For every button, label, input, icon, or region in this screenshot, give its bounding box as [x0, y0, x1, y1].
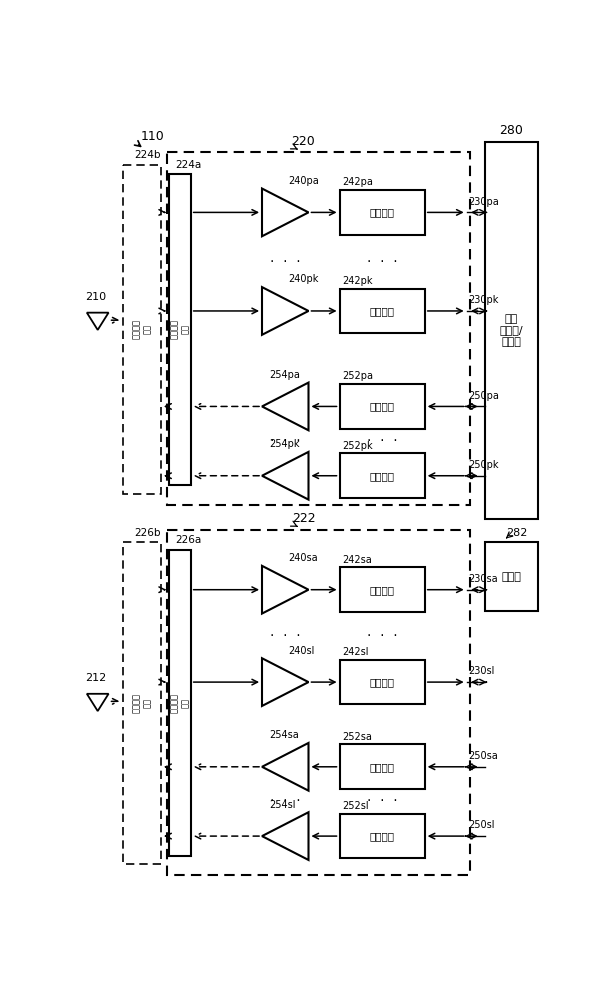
Text: 254sa: 254sa [270, 730, 300, 740]
Text: 250pk: 250pk [468, 460, 499, 470]
Text: 240pk: 240pk [288, 274, 319, 284]
Text: 252sa: 252sa [342, 732, 373, 742]
Polygon shape [262, 812, 308, 860]
Text: 接收电路: 接收电路 [370, 207, 395, 217]
Text: 接收电路: 接收电路 [370, 306, 395, 316]
Text: 212: 212 [86, 673, 107, 683]
Polygon shape [262, 658, 308, 706]
Text: 230sa: 230sa [468, 574, 498, 584]
Bar [339, 289, 425, 333]
Text: 242pk: 242pk [342, 276, 373, 286]
Text: ·  ·  ·: · · · [270, 434, 300, 448]
Bar [339, 453, 425, 498]
Text: 280: 280 [500, 124, 523, 137]
Text: 242sa: 242sa [342, 555, 372, 565]
Text: 存储器: 存储器 [502, 572, 522, 582]
Text: 240sl: 240sl [288, 646, 315, 656]
Text: 250sa: 250sa [468, 751, 498, 761]
Bar [339, 744, 425, 789]
Bar [339, 384, 425, 429]
Text: 250pa: 250pa [468, 391, 499, 401]
Polygon shape [87, 313, 109, 330]
Bar [339, 190, 425, 235]
Text: 254pk: 254pk [270, 439, 300, 449]
Text: 230pa: 230pa [468, 197, 499, 207]
Text: 230pk: 230pk [468, 295, 499, 305]
Text: 210: 210 [86, 292, 107, 302]
Text: 252pa: 252pa [342, 371, 373, 381]
Bar [122, 165, 161, 494]
Polygon shape [262, 383, 308, 430]
Text: 282: 282 [506, 528, 528, 538]
Bar [169, 550, 191, 856]
Text: 240sa: 240sa [288, 553, 318, 563]
Text: 250sl: 250sl [468, 820, 495, 830]
Bar [339, 660, 425, 704]
Bar [485, 542, 538, 611]
Bar [485, 142, 538, 519]
Text: ·  ·  ·: · · · [270, 255, 300, 269]
Bar [169, 174, 191, 485]
Bar [339, 567, 425, 612]
Polygon shape [262, 743, 308, 791]
Polygon shape [262, 452, 308, 500]
Polygon shape [87, 694, 109, 711]
Bar [167, 152, 470, 505]
Text: 发射电路: 发射电路 [370, 762, 395, 772]
Text: 222: 222 [292, 512, 316, 525]
Text: 254sl: 254sl [270, 800, 296, 810]
Polygon shape [262, 189, 308, 236]
Text: 接收电路: 接收电路 [370, 677, 395, 687]
Text: 天线接口
电路: 天线接口 电路 [132, 693, 151, 713]
Text: 252pk: 252pk [342, 441, 373, 451]
Polygon shape [262, 287, 308, 335]
Text: ·  ·  ·: · · · [367, 629, 398, 643]
Text: 224b: 224b [134, 150, 161, 160]
Text: 226b: 226b [134, 528, 161, 538]
Text: 天线接口
电路: 天线接口 电路 [170, 319, 190, 339]
Text: 224a: 224a [176, 160, 202, 170]
Text: 220: 220 [292, 135, 316, 148]
Text: 242pa: 242pa [342, 177, 373, 187]
Text: 240pa: 240pa [288, 176, 319, 186]
Text: 226a: 226a [176, 535, 202, 545]
Text: 252sl: 252sl [342, 801, 369, 811]
Text: 天线接口
电路: 天线接口 电路 [132, 319, 151, 339]
Text: ·  ·  ·: · · · [270, 794, 300, 808]
Text: ·  ·  ·: · · · [367, 794, 398, 808]
Text: ·  ·  ·: · · · [270, 629, 300, 643]
Text: 发射电路: 发射电路 [370, 401, 395, 411]
Text: 接收电路: 接收电路 [370, 585, 395, 595]
Bar [339, 814, 425, 858]
Text: 230sl: 230sl [468, 666, 494, 676]
Bar [167, 530, 470, 875]
Text: 110: 110 [141, 130, 165, 143]
Bar [122, 542, 161, 864]
Text: 数据
处理器/
控制器: 数据 处理器/ 控制器 [500, 314, 523, 347]
Text: 天线接口
电路: 天线接口 电路 [170, 693, 190, 713]
Text: 254pa: 254pa [270, 370, 300, 380]
Polygon shape [262, 566, 308, 614]
Text: 242sl: 242sl [342, 647, 369, 657]
Text: ·  ·  ·: · · · [367, 434, 398, 448]
Text: ·  ·  ·: · · · [367, 255, 398, 269]
Text: 发射电路: 发射电路 [370, 471, 395, 481]
Text: 发射电路: 发射电路 [370, 831, 395, 841]
